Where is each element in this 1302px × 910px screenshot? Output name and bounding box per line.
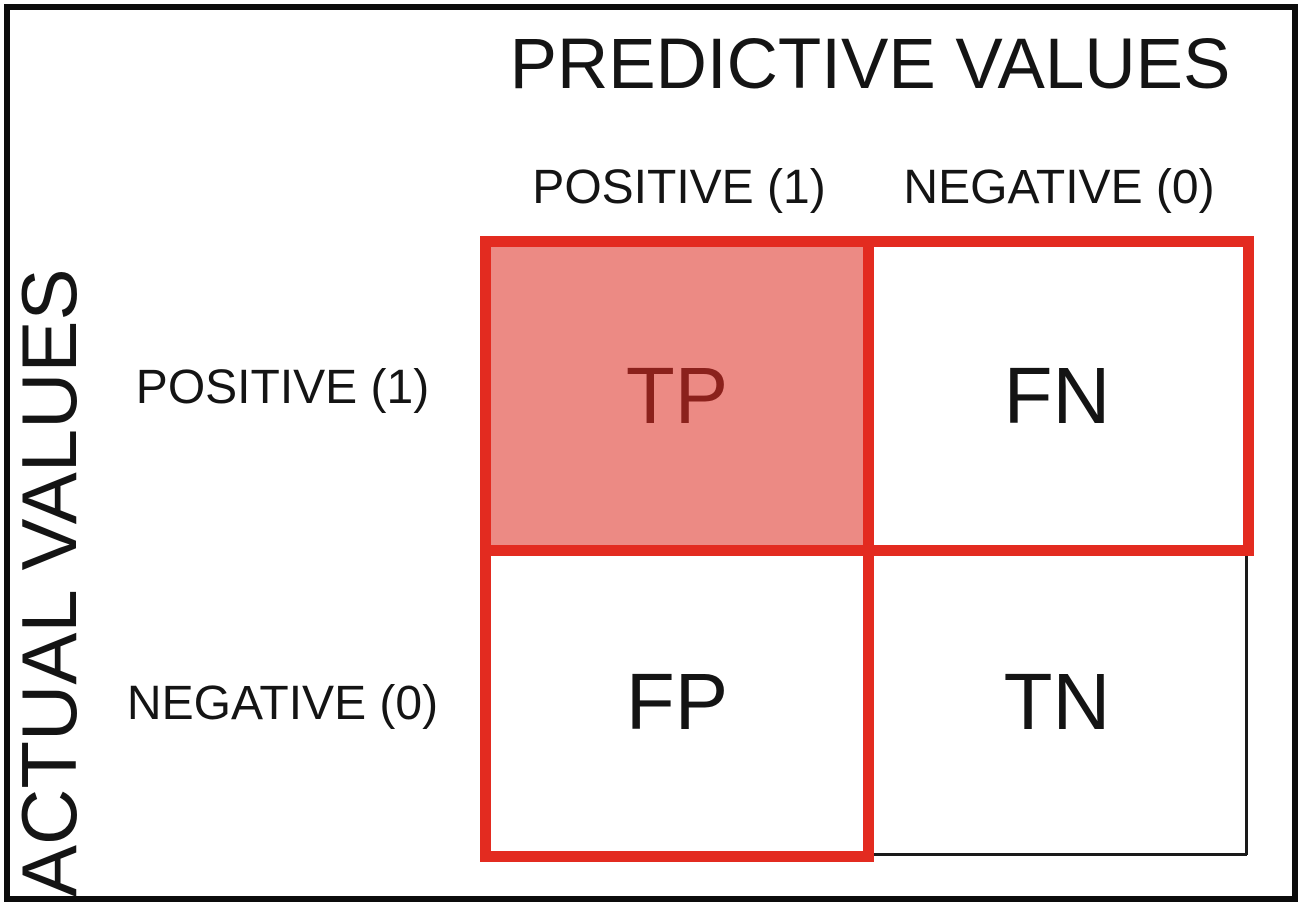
- cell-true-negative: TN: [1003, 657, 1111, 746]
- matrix-grid: TP FN FP TN: [480, 236, 1254, 862]
- column-header-negative: NEGATIVE (0): [903, 161, 1215, 214]
- column-header-positive: POSITIVE (1): [532, 161, 826, 214]
- x-axis-title: PREDICTIVE VALUES: [509, 25, 1231, 104]
- cell-true-positive: TP: [625, 351, 729, 440]
- row-header-negative: NEGATIVE (0): [126, 677, 439, 730]
- y-axis-title: ACTUAL VALUES: [5, 268, 93, 897]
- tp-highlight-fill: [485, 241, 869, 551]
- cell-false-negative: FN: [1003, 351, 1111, 440]
- cell-false-positive: FP: [625, 657, 729, 746]
- row-header-positive: POSITIVE (1): [135, 361, 430, 414]
